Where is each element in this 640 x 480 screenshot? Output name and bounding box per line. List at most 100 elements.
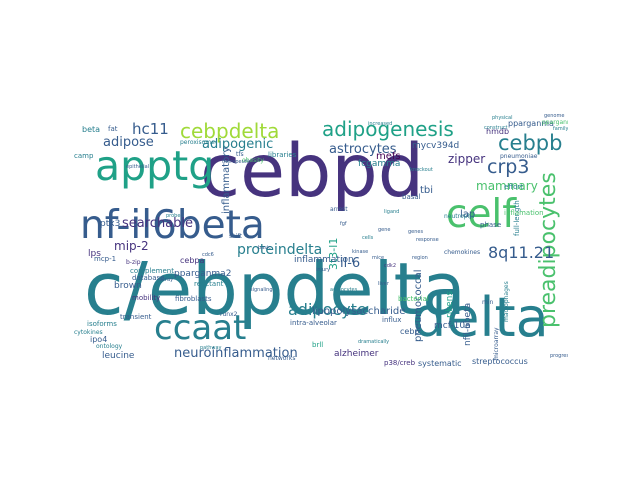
word: response bbox=[416, 237, 439, 243]
word: kinase bbox=[352, 249, 369, 255]
word: signaling bbox=[250, 287, 273, 293]
word: injury bbox=[316, 267, 331, 273]
word: fgf bbox=[340, 221, 347, 227]
word: mip-2 bbox=[114, 239, 149, 253]
word: cebpd bbox=[200, 129, 425, 214]
word: complement bbox=[130, 267, 174, 275]
word: inflamation bbox=[504, 209, 544, 217]
word: bacterial bbox=[398, 295, 429, 303]
word: camp bbox=[74, 152, 94, 160]
word: cebpa bbox=[180, 256, 205, 265]
word: array bbox=[160, 277, 174, 283]
word: lap bbox=[460, 209, 476, 220]
word: streptococcus bbox=[472, 357, 528, 366]
word: epithelial bbox=[126, 164, 150, 170]
word: phase bbox=[480, 221, 502, 229]
word: runx2 bbox=[220, 311, 238, 318]
word: tfs bbox=[236, 151, 244, 158]
word: transient bbox=[120, 313, 152, 321]
word: brll bbox=[312, 341, 324, 349]
word: zipper bbox=[448, 152, 486, 166]
word: progression bbox=[550, 353, 568, 359]
word: therapeutic bbox=[222, 159, 251, 165]
word: chemokines bbox=[444, 249, 481, 256]
word: fcgamma bbox=[358, 159, 401, 169]
word: fibroblasts bbox=[175, 295, 212, 303]
word: mcf-10a bbox=[434, 321, 471, 331]
word: brown bbox=[114, 281, 142, 291]
word: beta bbox=[82, 125, 101, 134]
word: 3t3-l1 bbox=[327, 237, 340, 270]
word: obesity bbox=[242, 157, 264, 164]
word: systematic bbox=[418, 359, 462, 368]
word: ptx3 bbox=[100, 219, 121, 229]
word: full-length bbox=[513, 200, 521, 236]
word: knockout bbox=[410, 167, 433, 173]
word: proteindelta bbox=[237, 242, 323, 258]
word: adipogenic bbox=[202, 137, 274, 152]
word: libraries bbox=[268, 151, 297, 159]
word: leucine bbox=[102, 351, 135, 361]
word: adipogenesis bbox=[322, 117, 454, 141]
word: microarray bbox=[493, 327, 500, 360]
word: database bbox=[132, 274, 165, 282]
word: gene bbox=[378, 227, 391, 233]
word: influx bbox=[382, 316, 402, 324]
word: networks bbox=[268, 355, 296, 362]
word: reactant bbox=[194, 280, 224, 288]
word: inflammatory bbox=[221, 146, 232, 214]
word: pparganma bbox=[542, 119, 568, 126]
word: construct bbox=[484, 125, 508, 131]
word: cebpdelta bbox=[180, 119, 280, 143]
word: lipopolysaccharide bbox=[312, 306, 406, 317]
word: intra-alveolar bbox=[290, 319, 337, 327]
word: cdk2 bbox=[384, 263, 396, 269]
word: pneumoniae bbox=[500, 153, 538, 160]
word: genome bbox=[544, 113, 565, 119]
word: cytokines bbox=[74, 329, 103, 336]
word: p38/creb bbox=[384, 359, 416, 367]
word: delta bbox=[412, 286, 549, 349]
word: alzheimer bbox=[334, 349, 379, 359]
word: increased bbox=[368, 121, 393, 127]
word: region bbox=[412, 255, 428, 261]
word: celf bbox=[446, 192, 517, 237]
word-cloud: c/ebpdelta cebpd delta nf-il6beta apptg … bbox=[72, 110, 568, 368]
word: apptg bbox=[95, 142, 215, 190]
word: hc11 bbox=[132, 120, 169, 138]
word: basal bbox=[402, 193, 421, 201]
word: liver bbox=[378, 281, 389, 287]
word: b-zip bbox=[126, 259, 141, 266]
word: shift bbox=[229, 233, 242, 240]
word: pathway bbox=[200, 345, 222, 351]
word: cebp bbox=[400, 327, 420, 336]
word: basic bbox=[258, 245, 271, 251]
word: mycv394d bbox=[412, 141, 460, 151]
word: lps bbox=[88, 249, 101, 259]
word: cells bbox=[362, 235, 374, 241]
word: mammary bbox=[476, 179, 538, 193]
word: ligand bbox=[384, 209, 400, 215]
word: astrocytes bbox=[329, 142, 397, 157]
word: crp3 bbox=[487, 156, 530, 178]
word: cebpb bbox=[498, 131, 563, 155]
word: c/ebpdelta bbox=[84, 247, 466, 331]
word: searchable bbox=[122, 216, 194, 231]
word: dramatically bbox=[358, 339, 390, 345]
word: probe bbox=[166, 213, 181, 219]
word: family bbox=[553, 126, 568, 132]
word: mefs bbox=[376, 151, 401, 162]
word: macrophages bbox=[503, 281, 510, 322]
word: isoforms bbox=[87, 320, 117, 328]
word: adipocyte bbox=[288, 300, 367, 319]
word: nf-il6beta bbox=[80, 203, 265, 248]
word: neutrophil bbox=[444, 213, 475, 220]
word: effort bbox=[504, 183, 524, 191]
word: 8q11.21 bbox=[488, 243, 555, 262]
word: pparganma bbox=[508, 119, 554, 128]
word: mcp-1 bbox=[94, 255, 117, 263]
word: neuroinflammation bbox=[174, 346, 298, 361]
word: tbi bbox=[420, 185, 434, 196]
word: mobility bbox=[132, 294, 161, 302]
word: ipo4 bbox=[90, 335, 108, 344]
